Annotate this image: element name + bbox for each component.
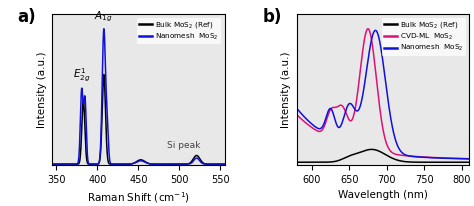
X-axis label: Raman Shift (cm$^{-1}$): Raman Shift (cm$^{-1}$)	[87, 190, 190, 205]
CVD-ML  MoS$_2$	[360, 48, 366, 50]
Text: $E^1_{2g}$: $E^1_{2g}$	[73, 67, 91, 84]
Bulk MoS$_2$ (Ref)	[369, 148, 374, 151]
Text: a): a)	[18, 8, 36, 26]
Bulk MoS$_2$ (Ref)	[219, 163, 224, 165]
Nanomesh  MoS$_2$	[368, 44, 374, 46]
Nanomesh  MoS$_2$	[101, 28, 107, 30]
Bulk MoS$_2$ (Ref)	[463, 161, 469, 164]
Legend: Bulk MoS$_2$ (Ref), Nanomesh  MoS$_2$: Bulk MoS$_2$ (Ref), Nanomesh MoS$_2$	[137, 18, 221, 44]
Bulk MoS$_2$ (Ref)	[116, 163, 121, 165]
CVD-ML  MoS$_2$	[314, 129, 319, 132]
Nanomesh  MoS$_2$	[324, 114, 329, 116]
Nanomesh  MoS$_2$	[49, 163, 55, 165]
Bulk MoS$_2$ (Ref)	[49, 163, 55, 165]
Bulk MoS$_2$ (Ref)	[314, 161, 319, 164]
Text: b): b)	[263, 8, 282, 26]
CVD-ML  MoS$_2$	[365, 28, 371, 30]
Nanomesh  MoS$_2$	[200, 162, 205, 165]
Nanomesh  MoS$_2$	[294, 107, 300, 110]
Nanomesh  MoS$_2$	[445, 157, 450, 160]
Bulk MoS$_2$ (Ref)	[123, 163, 128, 165]
CVD-ML  MoS$_2$	[324, 118, 329, 120]
Text: Si peak: Si peak	[167, 142, 200, 150]
Y-axis label: Intensity (a.u.): Intensity (a.u.)	[36, 51, 46, 128]
Nanomesh  MoS$_2$	[463, 158, 469, 160]
Nanomesh  MoS$_2$	[360, 92, 366, 95]
Bulk MoS$_2$ (Ref)	[294, 161, 300, 164]
Bulk MoS$_2$ (Ref)	[324, 161, 329, 163]
Y-axis label: Intensity (a.u.): Intensity (a.u.)	[282, 51, 292, 128]
Bulk MoS$_2$ (Ref)	[360, 150, 366, 152]
Nanomesh  MoS$_2$	[79, 88, 85, 90]
Bulk MoS$_2$ (Ref)	[445, 161, 450, 164]
Bulk MoS$_2$ (Ref)	[79, 119, 85, 122]
Line: Nanomesh  MoS$_2$: Nanomesh MoS$_2$	[297, 30, 469, 159]
X-axis label: Wavelength (nm): Wavelength (nm)	[338, 190, 428, 200]
CVD-ML  MoS$_2$	[368, 33, 374, 36]
Nanomesh  MoS$_2$	[219, 163, 224, 165]
CVD-ML  MoS$_2$	[463, 157, 469, 160]
Nanomesh  MoS$_2$	[466, 158, 472, 160]
Line: Nanomesh  MoS$_2$: Nanomesh MoS$_2$	[52, 29, 225, 164]
Nanomesh  MoS$_2$	[373, 29, 378, 32]
Bulk MoS$_2$ (Ref)	[368, 148, 374, 151]
Text: $A_{1g}$: $A_{1g}$	[94, 10, 112, 25]
Bulk MoS$_2$ (Ref)	[101, 73, 107, 76]
Legend: Bulk MoS$_2$ (Ref), CVD-ML  MoS$_2$, Nanomesh  MoS$_2$: Bulk MoS$_2$ (Ref), CVD-ML MoS$_2$, Nano…	[382, 18, 465, 56]
Nanomesh  MoS$_2$	[69, 163, 74, 165]
Nanomesh  MoS$_2$	[314, 126, 319, 129]
Bulk MoS$_2$ (Ref)	[200, 161, 205, 164]
CVD-ML  MoS$_2$	[466, 157, 472, 160]
Nanomesh  MoS$_2$	[123, 163, 128, 165]
CVD-ML  MoS$_2$	[294, 114, 300, 116]
Line: Bulk MoS$_2$ (Ref): Bulk MoS$_2$ (Ref)	[52, 75, 225, 164]
Bulk MoS$_2$ (Ref)	[466, 161, 472, 164]
Bulk MoS$_2$ (Ref)	[69, 163, 74, 165]
CVD-ML  MoS$_2$	[445, 157, 450, 159]
Line: CVD-ML  MoS$_2$: CVD-ML MoS$_2$	[297, 29, 469, 159]
Nanomesh  MoS$_2$	[116, 163, 121, 165]
Nanomesh  MoS$_2$	[222, 163, 228, 165]
Bulk MoS$_2$ (Ref)	[222, 163, 228, 165]
Line: Bulk MoS$_2$ (Ref): Bulk MoS$_2$ (Ref)	[297, 149, 469, 162]
